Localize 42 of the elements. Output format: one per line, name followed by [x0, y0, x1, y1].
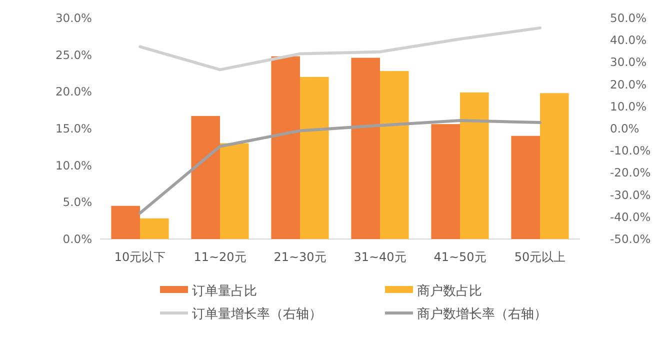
x-tick-label: 10元以下 [114, 250, 166, 264]
y2-tick-label: -10.0% [610, 144, 651, 158]
y-tick-label: 0.0% [62, 232, 92, 246]
bar [191, 116, 220, 239]
bar [460, 92, 489, 239]
x-tick-label: 41~50元 [434, 250, 486, 264]
y2-tick-label: 10.0% [610, 99, 647, 114]
y2-tick-label: -20.0% [610, 166, 651, 180]
y2-tick-label: 40.0% [610, 33, 647, 48]
y-tick-label: 10.0% [55, 158, 92, 172]
bar [540, 93, 569, 239]
y2-tick-label: -30.0% [610, 188, 651, 202]
x-tick-label: 50元以上 [514, 250, 566, 264]
legend-label: 商户数增长率（右轴） [417, 306, 547, 322]
bar [431, 124, 460, 239]
bar [271, 56, 300, 239]
legend-label: 订单量增长率（右轴） [192, 306, 322, 322]
legend-label: 订单量占比 [192, 284, 257, 299]
bar [300, 76, 329, 239]
y2-tick-label: -40.0% [610, 210, 651, 224]
y2-tick-label: 50.0% [610, 11, 647, 25]
x-tick-label: 31~40元 [354, 250, 406, 264]
line-series [138, 119, 542, 215]
bar [140, 218, 169, 239]
y-tick-label: 25.0% [55, 48, 92, 62]
y-tick-label: 15.0% [55, 122, 92, 136]
y-tick-label: 20.0% [55, 84, 92, 99]
y2-tick-label: 30.0% [610, 55, 647, 70]
y2-tick-label: -50.0% [610, 232, 651, 246]
y2-tick-label: 20.0% [610, 77, 647, 92]
legend-label: 商户数占比 [417, 284, 482, 299]
x-tick-label: 11~20元 [194, 250, 246, 264]
bar [511, 136, 540, 239]
bar [380, 71, 409, 239]
bar [220, 143, 249, 239]
x-tick-label: 21~30元 [274, 250, 326, 264]
line-series [138, 26, 542, 72]
y-tick-label: 30.0% [55, 11, 92, 25]
y2-tick-label: 0.0% [610, 122, 640, 136]
bar [111, 206, 140, 239]
bar [351, 58, 380, 239]
y-tick-label: 5.0% [62, 195, 92, 210]
